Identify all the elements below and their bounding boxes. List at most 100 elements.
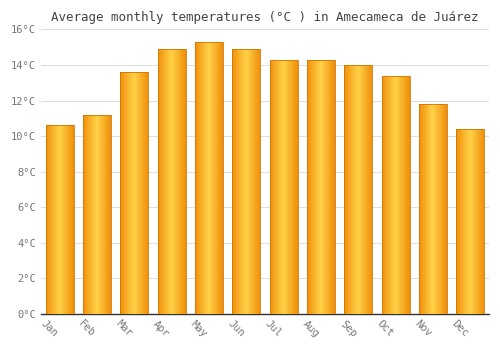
Bar: [144, 72, 145, 314]
Bar: [134, 72, 135, 314]
Bar: [439, 104, 440, 314]
Bar: [207, 42, 208, 314]
Bar: [385, 76, 386, 314]
Bar: [274, 60, 275, 314]
Bar: [257, 49, 258, 314]
Bar: [404, 76, 406, 314]
Bar: [273, 60, 274, 314]
Bar: [461, 129, 462, 314]
Bar: [97, 115, 98, 314]
Bar: [171, 49, 172, 314]
Bar: [326, 60, 327, 314]
Bar: [121, 72, 122, 314]
Bar: [104, 115, 106, 314]
Bar: [475, 129, 476, 314]
Bar: [368, 65, 370, 314]
Bar: [124, 72, 125, 314]
Bar: [307, 60, 335, 314]
Bar: [68, 125, 70, 314]
Bar: [208, 42, 209, 314]
Bar: [458, 129, 459, 314]
Bar: [135, 72, 136, 314]
Bar: [142, 72, 144, 314]
Bar: [463, 129, 464, 314]
Bar: [396, 76, 397, 314]
Bar: [286, 60, 287, 314]
Bar: [51, 125, 52, 314]
Bar: [158, 49, 186, 314]
Bar: [457, 129, 458, 314]
Bar: [424, 104, 425, 314]
Bar: [362, 65, 363, 314]
Bar: [212, 42, 213, 314]
Bar: [480, 129, 482, 314]
Bar: [204, 42, 206, 314]
Bar: [345, 65, 346, 314]
Bar: [462, 129, 463, 314]
Bar: [170, 49, 171, 314]
Bar: [258, 49, 259, 314]
Bar: [83, 115, 111, 314]
Bar: [360, 65, 361, 314]
Bar: [319, 60, 320, 314]
Bar: [436, 104, 437, 314]
Bar: [101, 115, 102, 314]
Bar: [292, 60, 294, 314]
Bar: [90, 115, 92, 314]
Bar: [107, 115, 108, 314]
Bar: [469, 129, 470, 314]
Bar: [388, 76, 390, 314]
Bar: [242, 49, 243, 314]
Bar: [270, 60, 297, 314]
Bar: [435, 104, 436, 314]
Bar: [442, 104, 444, 314]
Bar: [132, 72, 133, 314]
Bar: [432, 104, 433, 314]
Bar: [128, 72, 130, 314]
Bar: [477, 129, 478, 314]
Bar: [54, 125, 56, 314]
Bar: [297, 60, 298, 314]
Bar: [464, 129, 466, 314]
Bar: [288, 60, 289, 314]
Bar: [344, 65, 345, 314]
Bar: [437, 104, 438, 314]
Bar: [370, 65, 371, 314]
Bar: [387, 76, 388, 314]
Bar: [446, 104, 447, 314]
Bar: [440, 104, 442, 314]
Bar: [334, 60, 335, 314]
Bar: [468, 129, 469, 314]
Bar: [162, 49, 163, 314]
Bar: [471, 129, 472, 314]
Bar: [211, 42, 212, 314]
Bar: [62, 125, 63, 314]
Bar: [169, 49, 170, 314]
Bar: [243, 49, 244, 314]
Bar: [73, 125, 74, 314]
Bar: [434, 104, 435, 314]
Bar: [445, 104, 446, 314]
Bar: [327, 60, 328, 314]
Bar: [308, 60, 309, 314]
Bar: [236, 49, 237, 314]
Bar: [478, 129, 480, 314]
Bar: [423, 104, 424, 314]
Bar: [87, 115, 88, 314]
Bar: [61, 125, 62, 314]
Bar: [470, 129, 471, 314]
Bar: [210, 42, 211, 314]
Bar: [83, 115, 84, 314]
Bar: [214, 42, 215, 314]
Bar: [60, 125, 61, 314]
Bar: [120, 72, 148, 314]
Bar: [206, 42, 207, 314]
Bar: [473, 129, 474, 314]
Bar: [235, 49, 236, 314]
Bar: [312, 60, 313, 314]
Bar: [222, 42, 223, 314]
Bar: [278, 60, 280, 314]
Bar: [254, 49, 256, 314]
Bar: [407, 76, 408, 314]
Bar: [311, 60, 312, 314]
